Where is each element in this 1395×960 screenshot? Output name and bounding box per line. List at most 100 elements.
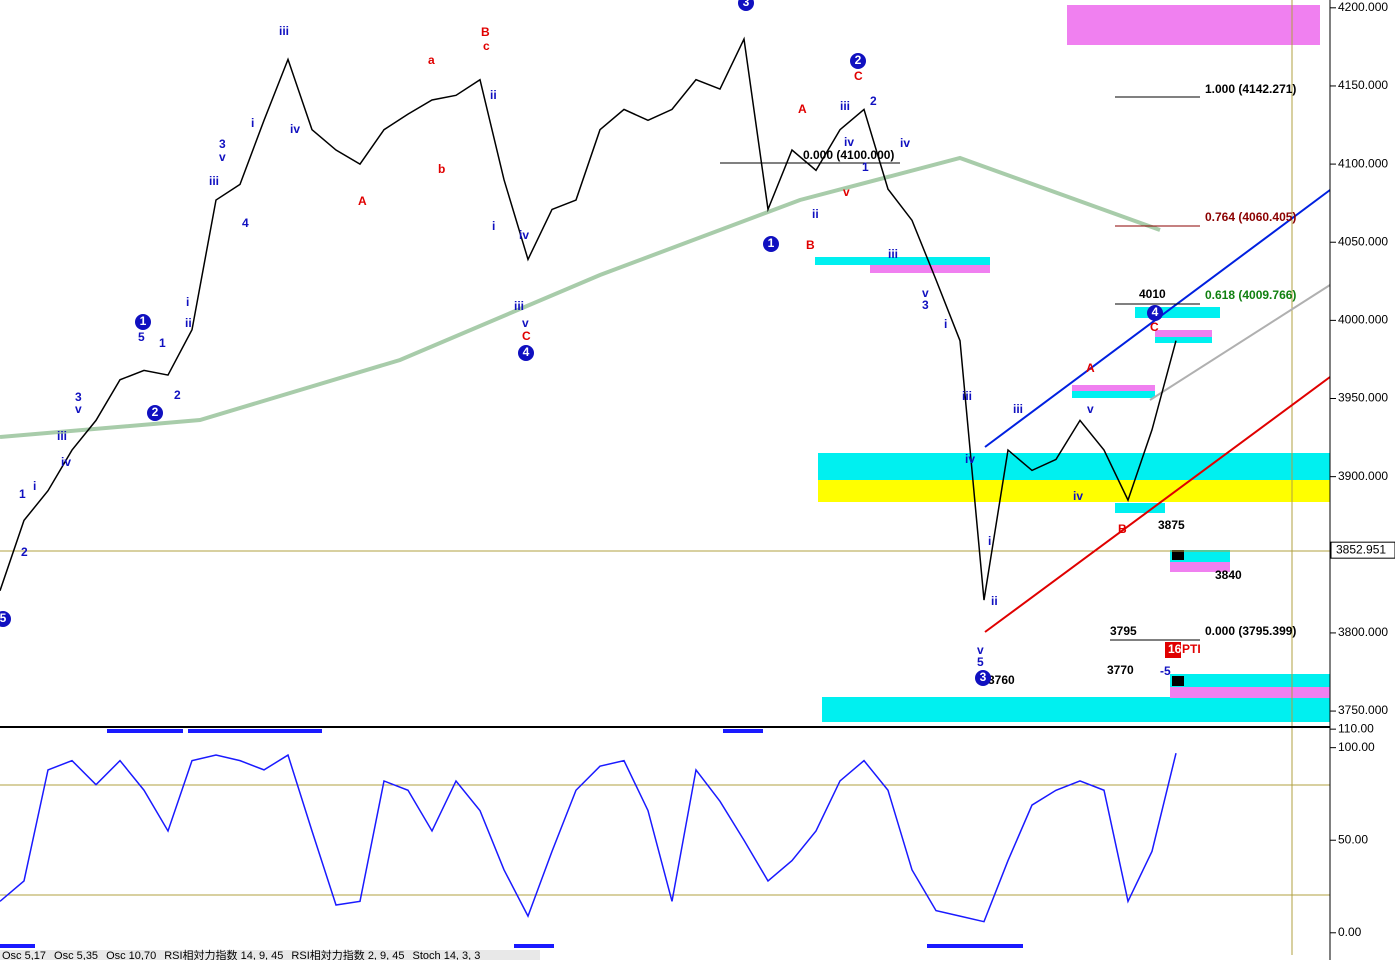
annotation: ii	[812, 207, 819, 221]
annotation: B	[806, 238, 815, 252]
y-tick-label: 4100.000	[1338, 156, 1388, 170]
wave-circle	[975, 670, 991, 686]
annotation: i	[988, 534, 991, 548]
series-line	[0, 753, 1177, 923]
y-tick-label: 3950.000	[1338, 391, 1388, 405]
annotation: i	[251, 116, 254, 130]
annotation: iii	[888, 247, 898, 261]
annotation: 4010	[1139, 287, 1166, 301]
annotation: ii	[991, 594, 998, 608]
annotation: 1	[862, 160, 869, 174]
annotation: C	[522, 329, 531, 343]
annotation: v	[522, 316, 529, 330]
annotation: iii	[840, 99, 850, 113]
annotation: 3	[743, 0, 750, 9]
annotation: 3	[75, 390, 82, 404]
annotation: v	[1087, 402, 1094, 416]
annotation: 0.000 (4100.000)	[803, 148, 894, 162]
annotation: 1	[768, 236, 775, 250]
tab[interactable]: Osc 5,17	[2, 950, 46, 960]
annotation: b	[438, 162, 445, 176]
y-tick-label: 4000.000	[1338, 313, 1388, 327]
annotation: v	[922, 286, 929, 300]
label-box	[1165, 642, 1181, 658]
annotation: 3	[219, 137, 226, 151]
annotation: 1	[140, 314, 147, 328]
annotation: ii	[185, 316, 192, 330]
wave-circle	[147, 405, 163, 421]
annotation: i	[33, 479, 36, 493]
y-tick-label: 4150.000	[1338, 78, 1388, 92]
annotation: 16	[1168, 642, 1182, 656]
annotation: iv	[900, 136, 910, 150]
annotation: A	[798, 102, 807, 116]
zones	[815, 5, 1330, 722]
annotation: 3	[980, 670, 987, 684]
annotation: 0.618 (4009.766)	[1205, 288, 1296, 302]
annotation: ii	[490, 88, 497, 102]
annotation: iv	[844, 135, 854, 149]
annotation: iv	[1073, 489, 1083, 503]
y-tick-label: 110.00	[1338, 721, 1374, 735]
annotation: iii	[514, 299, 524, 313]
annotation: 3840	[1215, 568, 1242, 582]
wave-circle	[738, 0, 754, 11]
tab[interactable]: Stoch 14, 3, 3	[413, 950, 481, 960]
annotation: iii	[209, 174, 219, 188]
annotation: v	[843, 185, 850, 199]
tab[interactable]: Osc 5,35	[54, 950, 98, 960]
annotation: A	[358, 194, 367, 208]
y-tick-label: 100.00	[1338, 740, 1375, 754]
annotation: i	[186, 295, 189, 309]
annotation: 3875	[1158, 518, 1185, 532]
annotation: C	[1150, 320, 1159, 334]
annotation: 0.764 (4060.405)	[1205, 210, 1296, 224]
annotation: iv	[965, 452, 975, 466]
annotation: 3795	[1110, 624, 1137, 638]
annotation: 4	[523, 345, 530, 359]
tab[interactable]: RSI相対力指数 14, 9, 45	[164, 948, 283, 960]
wave-circle	[763, 236, 779, 252]
annotation: iv	[61, 455, 71, 469]
y-tick-label: 4050.000	[1338, 234, 1388, 248]
annotation: -5	[1160, 664, 1171, 678]
annotation: a	[428, 53, 435, 67]
annotation: i	[944, 317, 947, 331]
annotation: iii	[962, 389, 972, 403]
annotation: 1	[19, 487, 26, 501]
wave-circle	[1147, 305, 1163, 321]
annotation: iv	[519, 228, 529, 242]
annotation: 1	[159, 336, 166, 350]
annotation: 2	[870, 94, 877, 108]
annotation: 4	[1152, 305, 1159, 319]
tab[interactable]: RSI相対力指数 2, 9, 45	[291, 948, 404, 960]
y-tick-label: 3750.000	[1338, 703, 1388, 717]
annotation: v	[75, 402, 82, 416]
y-tick-label: 50.00	[1338, 832, 1368, 846]
series-line	[0, 36, 1177, 601]
annotation: iii	[1013, 402, 1023, 416]
annotation: 3770	[1107, 663, 1134, 677]
last-price-box	[1330, 541, 1395, 559]
y-tick-label: 3900.000	[1338, 469, 1388, 483]
annotation: iii	[57, 429, 67, 443]
annotation: 1.000 (4142.271)	[1205, 82, 1296, 96]
y-tick-label: 3800.000	[1338, 625, 1388, 639]
annotation: PTI	[1182, 642, 1201, 656]
annotation: c	[483, 39, 490, 53]
annotation: 5	[977, 655, 984, 669]
y-tick-label: 4200.000	[1338, 0, 1388, 14]
annotation: 5	[138, 330, 145, 344]
annotation: iii	[279, 24, 289, 38]
wave-circle	[135, 314, 151, 330]
y-tick-label: 0.00	[1338, 925, 1362, 939]
tab[interactable]: Osc 10,70	[106, 950, 156, 960]
annotation: 0.000 (3795.399)	[1205, 624, 1296, 638]
annotation: 3	[922, 298, 929, 312]
annotation: 3760	[988, 673, 1015, 687]
annotation: v	[977, 643, 984, 657]
annotation: A	[1086, 361, 1095, 375]
annotation: i	[492, 219, 495, 233]
